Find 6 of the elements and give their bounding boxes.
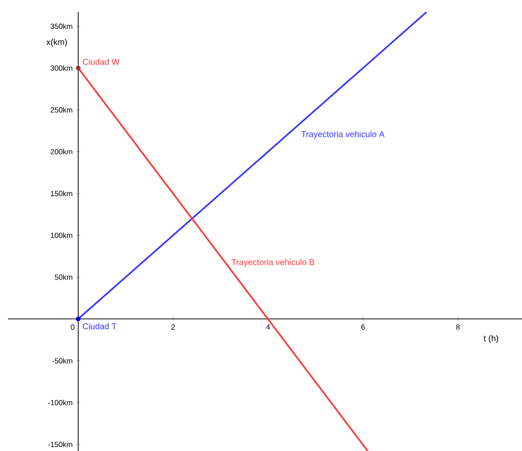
annotation: Ciudad W <box>82 58 120 65</box>
x-axis-title: t (h) <box>484 335 498 343</box>
annotation: Trayectoria vehiculo A <box>301 130 385 139</box>
annotation: Ciudad T <box>82 323 117 330</box>
y-axis-title: x(km) <box>46 38 67 47</box>
annotation: Trayectoria vehiculo B <box>232 258 314 267</box>
